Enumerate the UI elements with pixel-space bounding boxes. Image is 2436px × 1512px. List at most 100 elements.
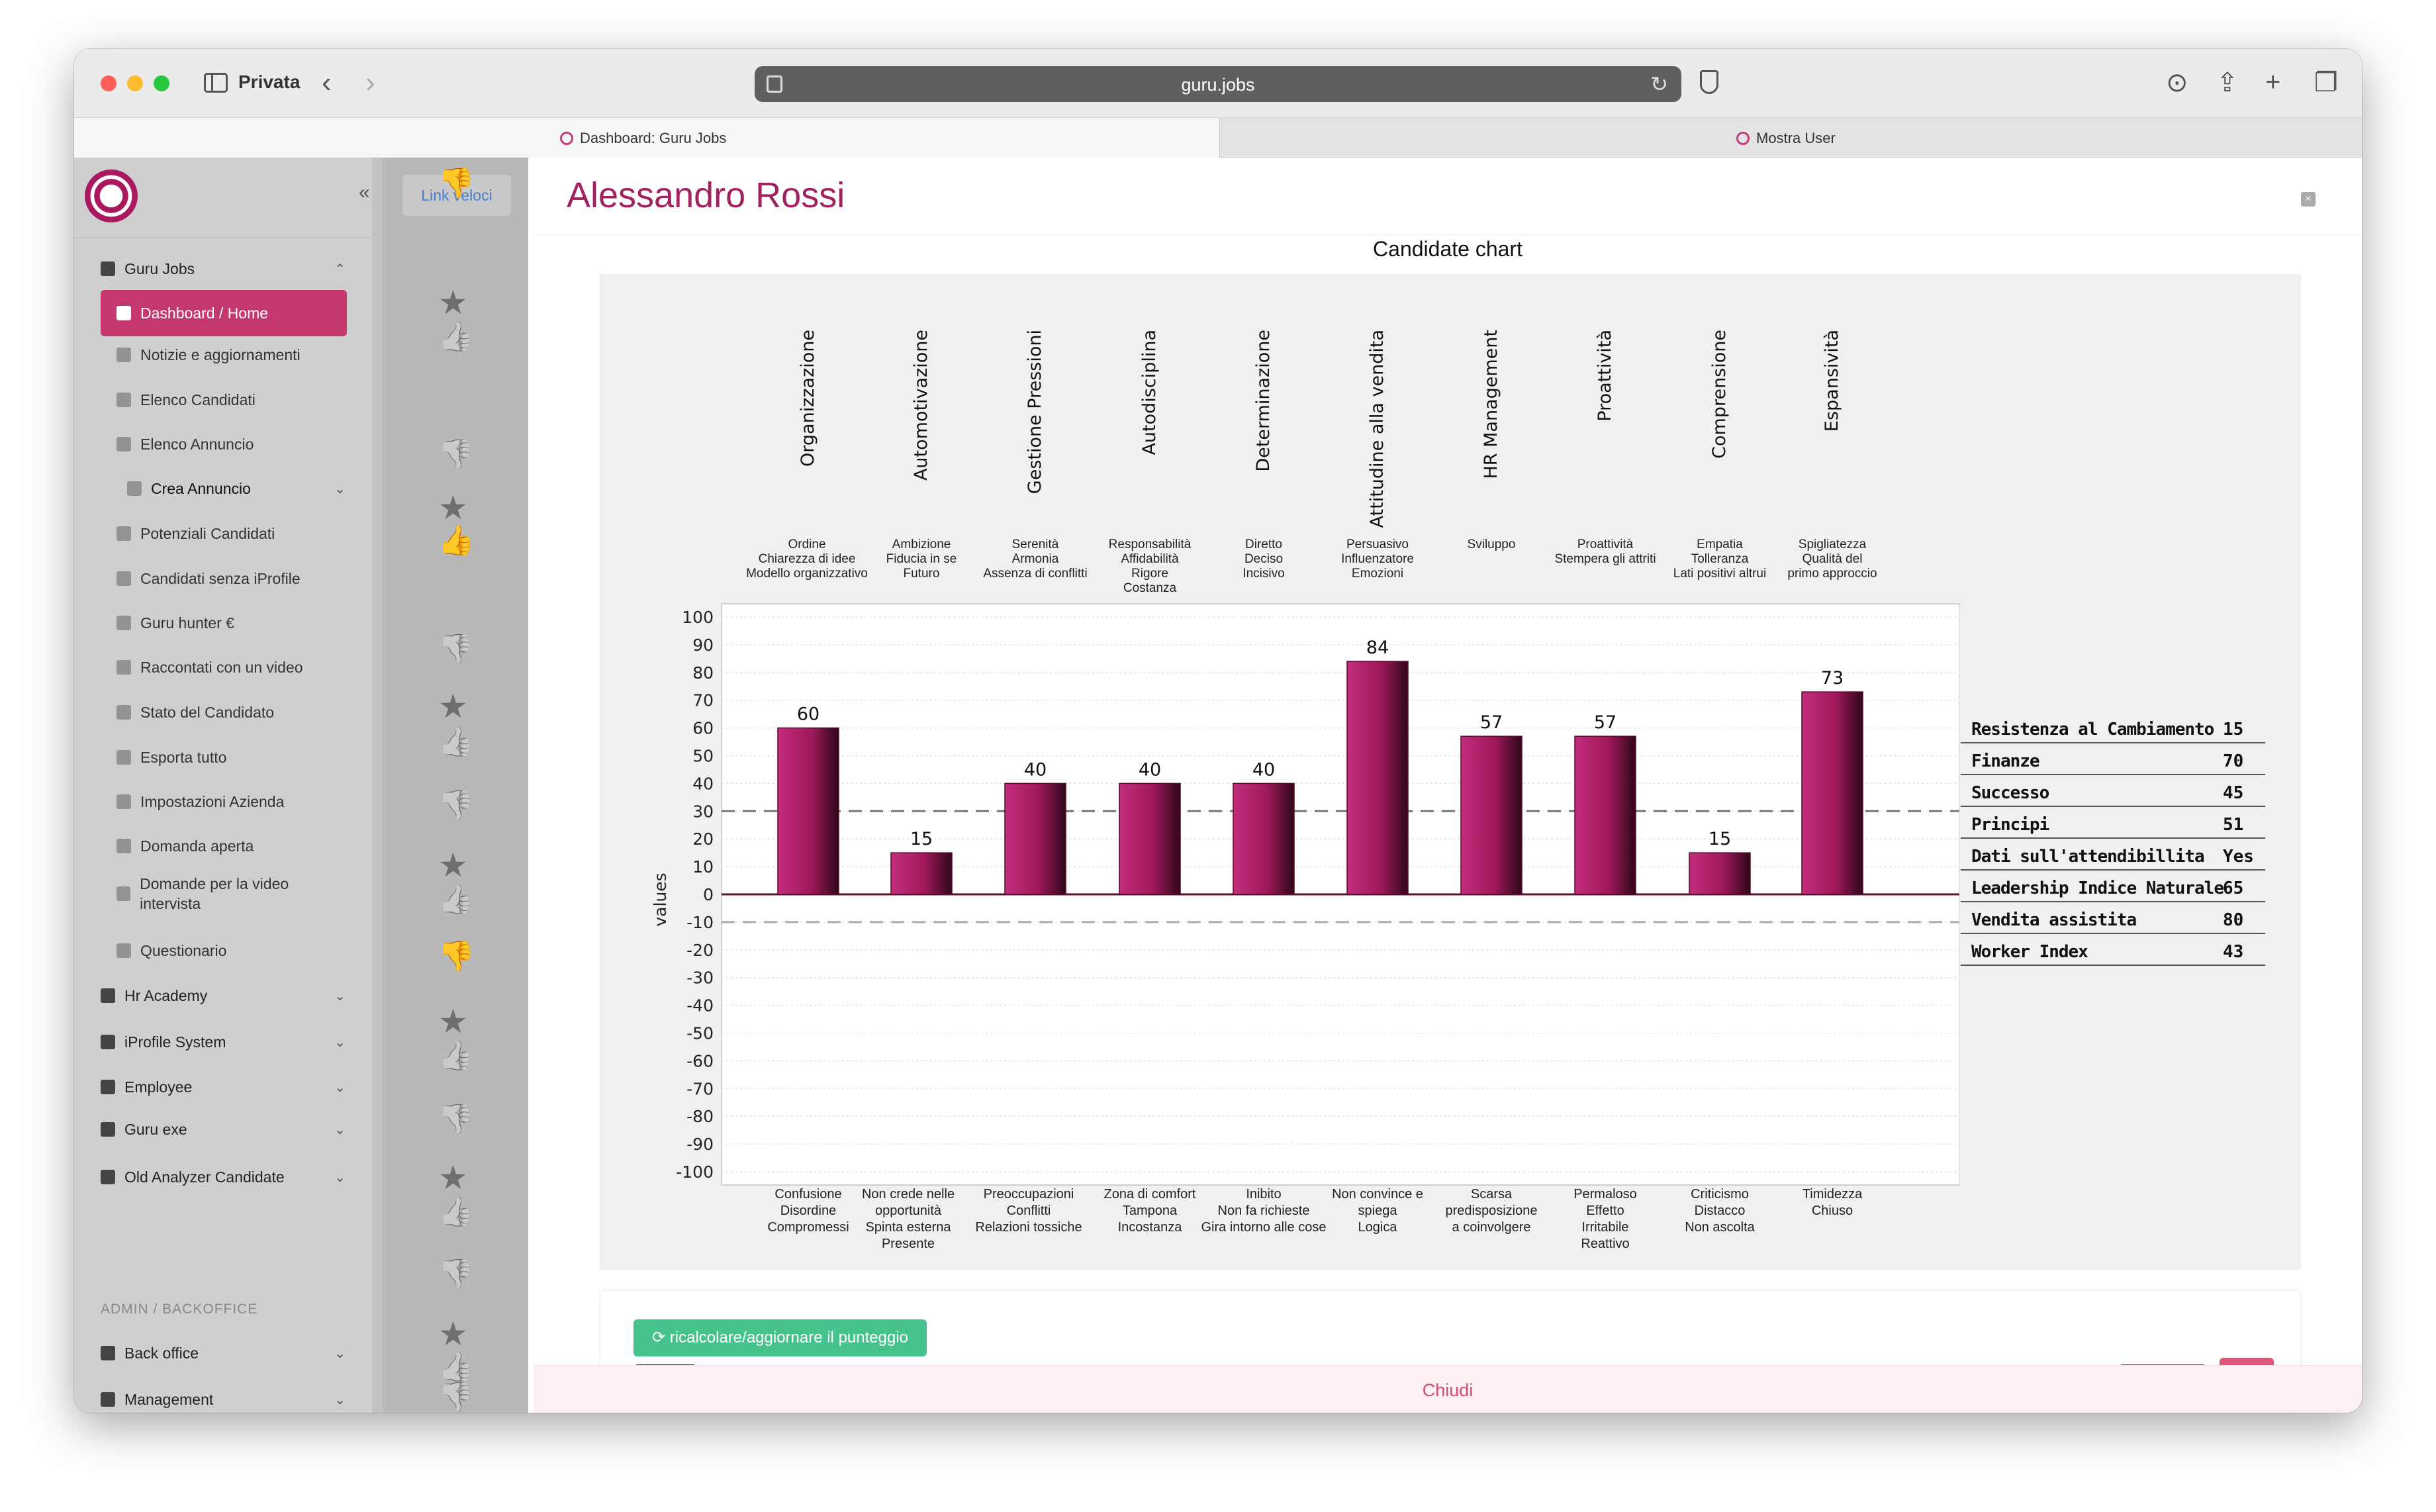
thumbs-down-icon[interactable]: 👎 bbox=[438, 1381, 475, 1413]
thumbs-up-icon[interactable]: 👍 bbox=[438, 1196, 475, 1228]
collapse-sidebar-icon[interactable]: « bbox=[359, 181, 370, 203]
share-icon[interactable]: ⇪ bbox=[2216, 68, 2239, 97]
sidebar-admin-item[interactable]: Back office ⌄ bbox=[101, 1333, 346, 1373]
tab-overview-icon[interactable]: ❐ bbox=[2314, 68, 2338, 97]
positive-description: Affidabilità bbox=[1121, 552, 1179, 566]
download-icon[interactable]: ⊙ bbox=[2166, 68, 2188, 97]
sidebar-item[interactable]: Employee ⌄ bbox=[101, 1067, 346, 1107]
sidebar-item[interactable]: Elenco Candidati bbox=[101, 380, 346, 420]
bar bbox=[1801, 691, 1863, 895]
star-icon[interactable]: ★ bbox=[438, 847, 468, 884]
negative-description: Scarsa bbox=[1471, 1187, 1513, 1202]
thumbs-down-icon[interactable]: 👎 bbox=[438, 167, 475, 199]
star-icon[interactable]: ★ bbox=[438, 1159, 468, 1196]
sidebar-admin-item[interactable]: Management ⌄ bbox=[101, 1380, 346, 1413]
star-icon[interactable]: ★ bbox=[438, 1315, 468, 1352]
tab-dashboard[interactable]: Dashboard: Guru Jobs bbox=[74, 118, 1219, 158]
tab-mostra-user[interactable]: Mostra User bbox=[1219, 118, 2362, 158]
recalculate-score-button[interactable]: ⟳ ricalcolare/aggiornare il punteggio bbox=[633, 1319, 927, 1356]
sidebar-item-icon bbox=[117, 571, 131, 586]
star-icon[interactable]: ★ bbox=[438, 489, 468, 526]
sidebar-item[interactable]: Crea Annuncio ⌄ bbox=[101, 469, 346, 508]
y-axis-label: values bbox=[651, 873, 670, 926]
close-button[interactable]: Chiudi bbox=[1422, 1380, 1474, 1400]
thumbs-up-icon[interactable]: 👍 bbox=[438, 1350, 475, 1383]
address-bar[interactable]: guru.jobs ↻ bbox=[755, 66, 1681, 102]
thumbs-down-icon[interactable]: 👎 bbox=[438, 1258, 475, 1290]
thumbs-up-icon[interactable]: 👍 bbox=[438, 524, 475, 557]
sidebar-item-icon bbox=[101, 988, 115, 1003]
quick-links-button[interactable]: Link veloci bbox=[402, 175, 511, 216]
thumbs-down-icon[interactable]: 👎 bbox=[438, 789, 475, 822]
bar-value-label: 57 bbox=[1480, 712, 1503, 733]
sidebar-item[interactable]: Domande per la video intervista bbox=[101, 874, 346, 914]
shield-icon[interactable] bbox=[1700, 70, 1718, 94]
negative-description: Relazioni tossiche bbox=[975, 1220, 1082, 1235]
thumbs-down-icon[interactable]: 👎 bbox=[438, 940, 475, 972]
maximize-window-button[interactable] bbox=[154, 75, 169, 91]
thumbs-up-icon[interactable]: 👍 bbox=[438, 320, 475, 353]
minimize-window-button[interactable] bbox=[127, 75, 143, 91]
sidebar-item-label: Crea Annuncio bbox=[151, 480, 251, 497]
thumbs-down-icon[interactable]: 👎 bbox=[438, 1103, 475, 1135]
sidebar-item[interactable]: Raccontati con un video bbox=[101, 647, 346, 687]
sidebar-item-label: Stato del Candidato bbox=[140, 704, 275, 721]
thumbs-up-icon[interactable]: 👍 bbox=[438, 726, 475, 758]
chevron-down-icon: ⌄ bbox=[334, 1392, 346, 1407]
star-icon[interactable]: ★ bbox=[438, 688, 468, 725]
thumbs-up-icon[interactable]: 👍 bbox=[438, 1039, 475, 1072]
thumbs-down-icon[interactable]: 👎 bbox=[438, 633, 475, 665]
sidebar-item[interactable]: Guru Jobs ⌃ bbox=[101, 249, 346, 289]
negative-description: Criticismo bbox=[1691, 1187, 1749, 1202]
close-icon[interactable]: × bbox=[2301, 192, 2316, 207]
page-menu-icon[interactable] bbox=[767, 75, 782, 93]
positive-description: Lati positivi altrui bbox=[1673, 567, 1766, 581]
bar bbox=[890, 852, 953, 895]
sidebar-item-icon bbox=[117, 393, 131, 407]
sidebar: « Guru Jobs ⌃ Dashboard / Home Notizie e ag… bbox=[74, 158, 372, 1413]
guru-jobs-logo[interactable] bbox=[85, 169, 138, 222]
thumbs-down-icon[interactable]: 👎 bbox=[438, 438, 475, 471]
negative-description: Irritabile bbox=[1581, 1220, 1628, 1235]
sidebar-item[interactable]: iProfile System ⌄ bbox=[101, 1022, 346, 1062]
y-tick-label: -50 bbox=[686, 1024, 714, 1043]
sidebar-item[interactable]: Elenco Annuncio bbox=[101, 424, 346, 464]
sidebar-item-icon bbox=[117, 886, 131, 901]
sidebar-item[interactable]: Stato del Candidato bbox=[101, 692, 346, 732]
sidebar-item[interactable]: Potenziali Candidati bbox=[101, 514, 346, 553]
back-arrow-icon[interactable]: ‹ bbox=[322, 66, 332, 99]
thumbs-up-icon[interactable]: 👍 bbox=[438, 883, 475, 916]
forward-arrow-icon[interactable]: › bbox=[365, 66, 375, 99]
admin-section-label: ADMIN / BACKOFFICE bbox=[101, 1301, 258, 1317]
sidebar-item-icon bbox=[117, 437, 131, 451]
star-icon[interactable]: ★ bbox=[438, 1003, 468, 1040]
sidebar-item[interactable]: Notizie e aggiornamenti bbox=[101, 335, 346, 375]
sidebar-item[interactable]: Guru hunter € bbox=[101, 603, 346, 643]
y-tick-label: 100 bbox=[682, 608, 714, 627]
tab-label: Mostra User bbox=[1756, 130, 1836, 146]
sidebar-item[interactable]: Guru exe ⌄ bbox=[101, 1110, 346, 1149]
category-label: Gestione Pressioni bbox=[1025, 330, 1045, 494]
y-tick-label: -60 bbox=[686, 1051, 714, 1070]
favicon-icon bbox=[560, 132, 573, 145]
sidebar-item-label: Guru hunter € bbox=[140, 614, 234, 632]
close-window-button[interactable] bbox=[101, 75, 117, 91]
category-label: HR Management bbox=[1481, 330, 1501, 479]
positive-description: Deciso bbox=[1244, 552, 1283, 566]
sidebar-item[interactable]: Candidati senza iProfile bbox=[101, 559, 346, 598]
category-label: Automotivazione bbox=[911, 330, 931, 481]
sidebar-item[interactable]: Impostazioni Azienda bbox=[101, 782, 346, 822]
sidebar-item[interactable]: Hr Academy ⌄ bbox=[101, 976, 346, 1016]
sidebar-toggle-icon[interactable] bbox=[204, 73, 228, 93]
sidebar-item[interactable]: Domanda aperta bbox=[101, 826, 346, 866]
sidebar-item[interactable]: Old Analyzer Candidate ⌄ bbox=[101, 1157, 346, 1197]
sidebar-item[interactable]: Esporta tutto bbox=[101, 737, 346, 777]
star-icon[interactable]: ★ bbox=[438, 284, 468, 321]
reload-icon[interactable]: ↻ bbox=[1650, 72, 1668, 96]
sidebar-item[interactable]: Dashboard / Home bbox=[101, 290, 347, 336]
negative-description: Presente bbox=[882, 1237, 935, 1251]
side-table-value: 45 bbox=[2223, 783, 2243, 803]
positive-description: Ambizione bbox=[892, 538, 951, 551]
sidebar-item[interactable]: Questionario bbox=[101, 931, 346, 970]
new-tab-icon[interactable]: + bbox=[2265, 68, 2281, 97]
